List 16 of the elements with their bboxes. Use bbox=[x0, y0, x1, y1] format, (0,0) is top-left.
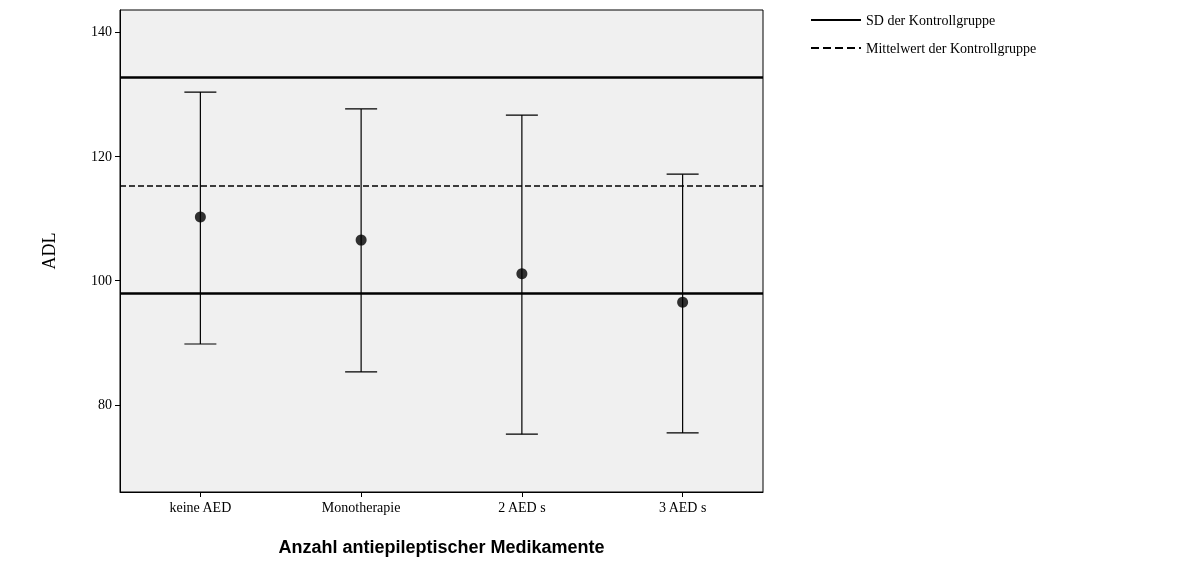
legend-label: SD der Kontrollgruppe bbox=[866, 12, 996, 28]
y-tick-label: 100 bbox=[91, 273, 112, 289]
point bbox=[194, 211, 206, 223]
x-axis-title: Anzahl antiepileptischer Medikamente bbox=[278, 537, 605, 557]
y-tick-label: 140 bbox=[91, 24, 112, 40]
point bbox=[516, 268, 528, 280]
x-tick-label: 3 AED s bbox=[658, 499, 707, 515]
x-tick-label: keine AED bbox=[169, 499, 232, 515]
point bbox=[355, 234, 367, 246]
point bbox=[677, 296, 689, 308]
y-tick-label: 80 bbox=[98, 397, 112, 413]
y-tick-label: 120 bbox=[91, 148, 112, 164]
y-axis-title: ADL bbox=[39, 232, 59, 270]
x-tick-label: Monotherapie bbox=[321, 499, 401, 515]
x-tick-label: 2 AED s bbox=[498, 499, 546, 515]
legend-label: Mittelwert der Kontrollgruppe bbox=[866, 40, 1037, 56]
